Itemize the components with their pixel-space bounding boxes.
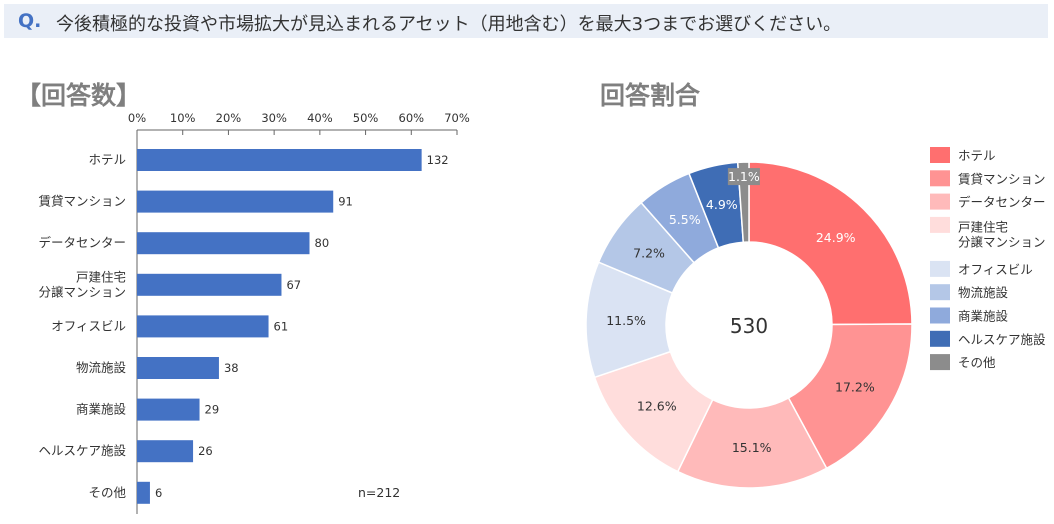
donut-chart-title: 回答割合 <box>600 81 701 110</box>
legend-label: 戸建住宅分譲マンション <box>958 219 1046 249</box>
category-label: 商業施設 <box>76 402 127 417</box>
category-label: 賃貸マンション <box>38 194 126 209</box>
legend-label: 賃貸マンション <box>958 171 1046 186</box>
slice-label: 11.5% <box>606 313 646 328</box>
bar <box>137 440 194 463</box>
x-tick-label: 0% <box>128 111 146 125</box>
legend-swatch <box>930 354 950 371</box>
bar <box>137 357 219 379</box>
legend-swatch <box>930 147 950 163</box>
donut-slice <box>748 161 913 326</box>
legend-label: ヘルスケア施設 <box>958 332 1046 347</box>
legend-swatch <box>930 307 950 324</box>
legend-label: 物流施設 <box>958 285 1009 300</box>
x-tick-label: 40% <box>307 111 333 125</box>
question-banner: Q. 今後積極的な投資や市場拡大が見込まれるアセット（用地含む）を最大3つまでお… <box>4 4 1048 38</box>
label-bg <box>727 168 760 186</box>
legend-swatch <box>930 193 950 210</box>
slice-label: 17.2% <box>835 380 875 395</box>
bar-value-label: 67 <box>286 278 301 292</box>
bar <box>137 232 310 255</box>
bar-value-label: 91 <box>338 195 353 209</box>
legend-swatch <box>930 216 950 233</box>
question-mark: Q. <box>18 10 42 32</box>
category-label: ヘルスケア施設 <box>38 443 126 458</box>
category-label: 物流施設 <box>76 360 127 375</box>
bar-chart-title: 【回答数】 <box>16 81 142 110</box>
bar <box>137 273 282 296</box>
legend-label: ホテル <box>958 148 996 163</box>
legend-swatch <box>930 284 950 301</box>
legend-swatch <box>930 330 950 347</box>
legend-label: その他 <box>958 355 996 370</box>
legend-swatch <box>930 260 950 277</box>
bar <box>137 481 150 504</box>
x-tick-label: 10% <box>170 111 196 125</box>
legend-label: 商業施設 <box>958 309 1009 324</box>
category-label: データセンター <box>38 235 126 250</box>
legend-swatch <box>930 170 950 187</box>
question-text: 今後積極的な投資や市場拡大が見込まれるアセット（用地含む）を最大3つまでお選びく… <box>56 14 842 35</box>
bar-value-label: 29 <box>205 403 220 417</box>
bar-value-label: 61 <box>274 319 289 333</box>
bar-value-label: 80 <box>315 236 330 250</box>
bar <box>137 315 269 338</box>
slice-label: 15.1% <box>732 440 772 455</box>
category-label: ホテル <box>88 152 126 167</box>
n-label: n=212 <box>358 485 400 500</box>
legend-label: オフィスビル <box>958 262 1033 277</box>
slice-label: 24.9% <box>816 230 856 245</box>
bar-value-label: 38 <box>224 361 239 375</box>
bar <box>137 398 200 421</box>
slice-label: 12.6% <box>637 398 677 413</box>
slice-label: 5.5% <box>669 212 701 227</box>
bar-value-label: 132 <box>427 153 449 167</box>
bar <box>137 149 422 171</box>
x-tick-label: 50% <box>353 111 379 125</box>
category-label: オフィスビル <box>51 318 126 333</box>
x-tick-label: 60% <box>399 111 425 125</box>
category-label: その他 <box>88 485 126 500</box>
donut-slice <box>787 323 913 470</box>
category-label: 戸建住宅分譲マンション <box>38 269 126 299</box>
legend-label: データセンター <box>958 195 1046 210</box>
donut-center-total: 530 <box>730 314 768 338</box>
bar-value-label: 6 <box>155 486 162 500</box>
slice-label: 1.1% <box>728 169 760 184</box>
x-tick-label: 70% <box>444 111 470 125</box>
x-tick-label: 20% <box>216 111 242 125</box>
bar-value-label: 26 <box>198 444 213 458</box>
slice-label: 4.9% <box>706 197 738 212</box>
slice-label: 7.2% <box>633 245 665 260</box>
x-tick-label: 30% <box>261 111 287 125</box>
bar <box>137 190 334 213</box>
